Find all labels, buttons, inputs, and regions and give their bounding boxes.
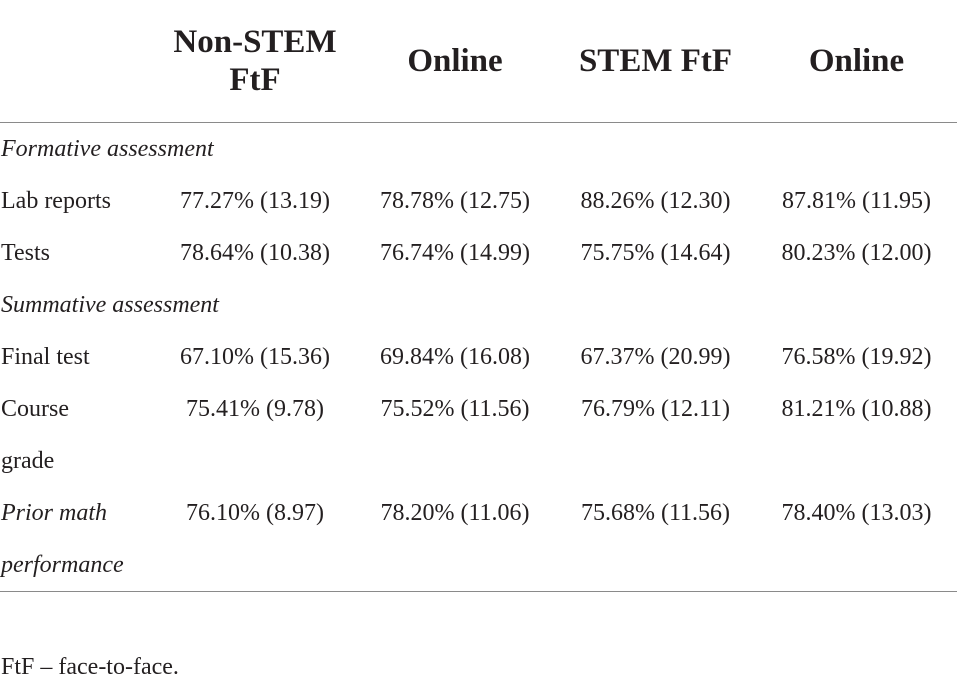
table-row-continuation: performance	[0, 539, 957, 592]
section-row-summative: Summative assessment	[0, 279, 957, 331]
cell-value: 88.26% (12.30)	[580, 188, 731, 214]
cell-value: 76.10% (8.97)	[186, 500, 324, 526]
header-stem-ftf: STEM FtF	[555, 0, 756, 123]
cell-value: 78.20% (11.06)	[380, 500, 530, 526]
cell-value: 69.84% (16.08)	[380, 344, 530, 370]
table-row: Course 75.41% (9.78) 75.52% (11.56) 76.7…	[0, 383, 957, 435]
row-label: Tests	[1, 240, 50, 266]
cell-value: 80.23% (12.00)	[781, 240, 932, 266]
cell-value: 67.37% (20.99)	[580, 344, 731, 370]
cell-value: 78.78% (12.75)	[380, 188, 530, 214]
header-non-stem-ftf-text: Non-STEM FtF	[173, 24, 337, 98]
cell-value: 75.41% (9.78)	[186, 396, 324, 422]
header-stem-online: Online	[756, 0, 957, 123]
empty-cell	[756, 435, 957, 487]
empty-cell	[155, 435, 355, 487]
cell-value: 75.52% (11.56)	[380, 396, 530, 422]
cell-value: 75.68% (11.56)	[580, 500, 731, 526]
empty-cell	[355, 539, 555, 592]
table-row: Tests 78.64% (10.38) 76.74% (14.99) 75.7…	[0, 227, 957, 279]
table-header: Non-STEM FtF Online STEM FtF Online	[0, 0, 957, 123]
empty-cell	[555, 435, 756, 487]
row-label-continuation: performance	[0, 539, 155, 592]
header-row: Non-STEM FtF Online STEM FtF Online	[0, 0, 957, 123]
header-corner	[0, 0, 155, 123]
cell-value: 81.21% (10.88)	[781, 396, 932, 422]
cell-value: 76.74% (14.99)	[380, 240, 530, 266]
empty-cell	[155, 539, 355, 592]
cell-value: 87.81% (11.95)	[781, 188, 932, 214]
assessment-table: Non-STEM FtF Online STEM FtF Online Forma…	[0, 0, 957, 592]
section-row-formative: Formative assessment	[0, 122, 957, 175]
empty-cell	[555, 539, 756, 592]
row-label: Final test	[1, 344, 90, 370]
cell-value: 76.79% (12.11)	[580, 396, 731, 422]
empty-cell	[756, 539, 957, 592]
table-body: Formative assessment Lab reports 77.27% …	[0, 122, 957, 592]
header-non-stem-online: Online	[355, 0, 555, 123]
table-row: Prior math 76.10% (8.97) 78.20% (11.06) …	[0, 487, 957, 539]
row-label-continuation: grade	[1, 448, 55, 474]
cell-value: 78.40% (13.03)	[781, 500, 932, 526]
empty-cell	[355, 435, 555, 487]
row-label: Prior math	[1, 500, 108, 526]
header-non-stem-ftf: Non-STEM FtF	[155, 0, 355, 123]
section-title: Formative assessment	[0, 122, 957, 175]
row-label: Course	[1, 396, 69, 422]
table-row: Final test 67.10% (15.36) 69.84% (16.08)…	[0, 331, 957, 383]
table-row-continuation: grade	[0, 435, 957, 487]
table-row: Lab reports 77.27% (13.19) 78.78% (12.75…	[0, 175, 957, 227]
footnote: FtF – face-to-face.	[1, 654, 179, 680]
cell-value: 76.58% (19.92)	[781, 344, 932, 370]
cell-value: 75.75% (14.64)	[580, 240, 731, 266]
cell-value: 77.27% (13.19)	[180, 188, 330, 214]
cell-value: 78.64% (10.38)	[180, 240, 330, 266]
cell-value: 67.10% (15.36)	[180, 344, 330, 370]
section-title: Summative assessment	[1, 292, 219, 318]
row-label: Lab reports	[1, 188, 111, 214]
